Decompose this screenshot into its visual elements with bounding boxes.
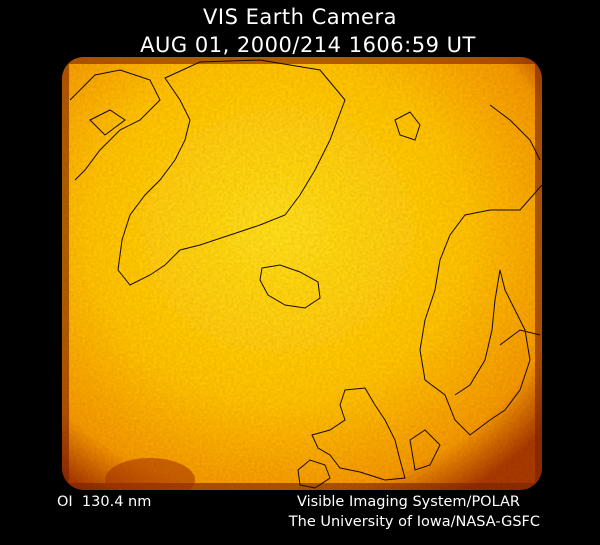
timestamp: AUG 01, 2000/214 1606:59 UT [140, 33, 476, 57]
wavelength: OI 130.4 nm [57, 494, 151, 510]
earth-disk [62, 57, 542, 490]
instrument: Visible Imaging System/POLAR [297, 494, 520, 510]
dark-patch [105, 458, 195, 490]
title: VIS Earth Camera [203, 5, 397, 29]
credit: The University of Iowa/NASA-GSFC [288, 514, 540, 530]
coastlines [69, 59, 542, 489]
